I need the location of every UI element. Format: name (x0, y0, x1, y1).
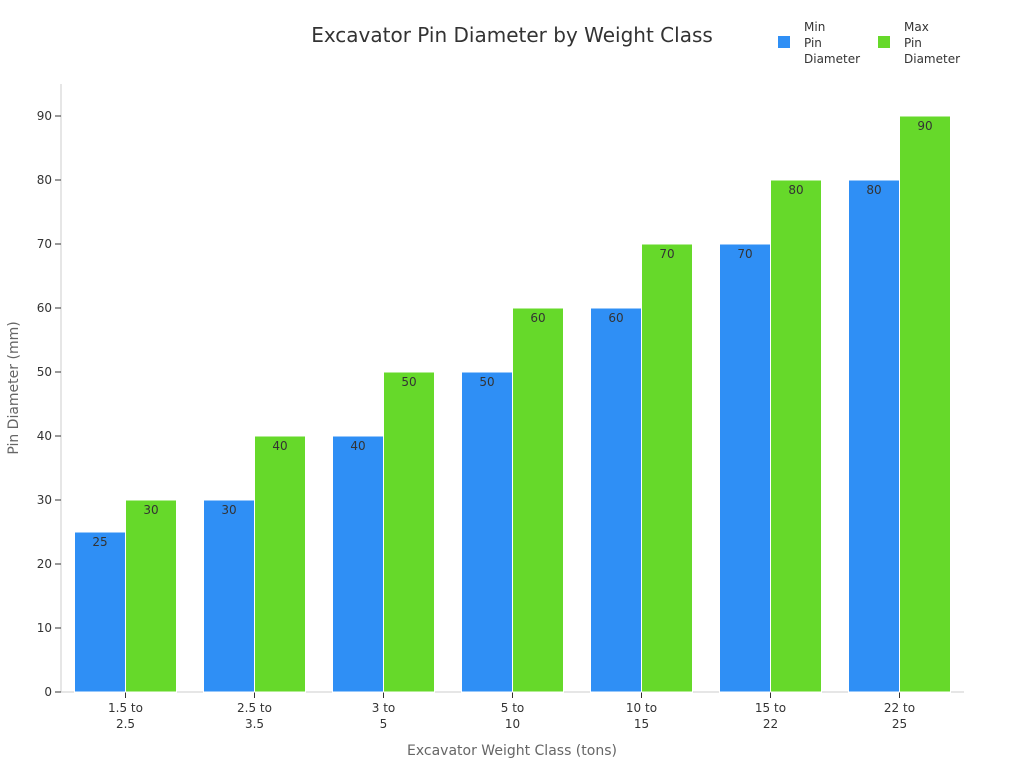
x-tick-label: 1.5 to (108, 701, 143, 715)
bar-min-pin-diameter[interactable] (332, 435, 384, 693)
y-tick-label: 70 (37, 237, 52, 251)
x-tick-label: 3.5 (245, 717, 264, 731)
data-label: 80 (788, 183, 803, 197)
x-tick-label: 10 (505, 717, 520, 731)
x-tick-label: 22 (763, 717, 778, 731)
legend-swatch (778, 36, 790, 48)
data-label: 80 (866, 183, 881, 197)
x-tick-label: 3 to (372, 701, 396, 715)
bar-max-pin-diameter[interactable] (770, 179, 822, 693)
data-label: 40 (272, 439, 287, 453)
y-tick-label: 40 (37, 429, 52, 443)
data-label: 50 (479, 375, 494, 389)
data-label: 50 (401, 375, 416, 389)
bars (74, 115, 951, 693)
y-tick-label: 10 (37, 621, 52, 635)
bar-max-pin-diameter[interactable] (899, 115, 951, 693)
x-tick-label: 10 to (626, 701, 657, 715)
x-tick-label: 2.5 (116, 717, 135, 731)
y-tick-label: 20 (37, 557, 52, 571)
y-tick-label: 80 (37, 173, 52, 187)
x-axis-title: Excavator Weight Class (tons) (407, 743, 617, 759)
y-tick-label: 60 (37, 301, 52, 315)
bar-max-pin-diameter[interactable] (254, 435, 306, 693)
x-tick-label: 15 to (755, 701, 786, 715)
bar-min-pin-diameter[interactable] (461, 371, 513, 693)
bar-min-pin-diameter[interactable] (590, 307, 642, 693)
legend-label: Min (804, 20, 825, 34)
bar-min-pin-diameter[interactable] (203, 499, 255, 693)
data-label: 60 (608, 311, 623, 325)
bar-max-pin-diameter[interactable] (383, 371, 435, 693)
y-tick-label: 90 (37, 109, 52, 123)
data-label: 25 (92, 535, 107, 549)
bar-labels: 25 30 30 40 40 50 50 60 60 70 70 80 80 90 (92, 119, 932, 549)
x-tick-label: 2.5 to (237, 701, 272, 715)
bar-max-pin-diameter[interactable] (125, 499, 177, 693)
legend-swatch (878, 36, 890, 48)
data-label: 70 (737, 247, 752, 261)
bar-max-pin-diameter[interactable] (641, 243, 693, 693)
data-label: 70 (659, 247, 674, 261)
y-axis-title: Pin Diameter (mm) (6, 321, 22, 454)
bar-min-pin-diameter[interactable] (848, 179, 900, 693)
data-label: 30 (143, 503, 158, 517)
bar-min-pin-diameter[interactable] (74, 531, 126, 693)
x-tick-label: 25 (892, 717, 907, 731)
x-tick-label: 15 (634, 717, 649, 731)
bar-max-pin-diameter[interactable] (512, 307, 564, 693)
data-label: 60 (530, 311, 545, 325)
x-tick-label: 5 (380, 717, 388, 731)
data-label: 30 (221, 503, 236, 517)
x-tick-label: 22 to (884, 701, 915, 715)
bar-min-pin-diameter[interactable] (719, 243, 771, 693)
axes: 0 10 20 30 40 50 60 70 80 90 1.5 to 2.5 2.5 to 3.5 3 t… (37, 84, 964, 731)
data-label: 40 (350, 439, 365, 453)
legend-label: Max (904, 20, 929, 34)
legend-label: Diameter (804, 52, 860, 66)
x-tick-label: 5 to (501, 701, 525, 715)
legend-label: Diameter (904, 52, 960, 66)
chart-title: Excavator Pin Diameter by Weight Class (311, 23, 713, 47)
legend-label: Pin (804, 36, 822, 50)
y-tick-label: 30 (37, 493, 52, 507)
data-label: 90 (917, 119, 932, 133)
y-tick-label: 50 (37, 365, 52, 379)
legend[interactable]: Min Pin Diameter Max Pin Diameter (778, 20, 960, 66)
legend-label: Pin (904, 36, 922, 50)
y-tick-label: 0 (44, 685, 52, 699)
